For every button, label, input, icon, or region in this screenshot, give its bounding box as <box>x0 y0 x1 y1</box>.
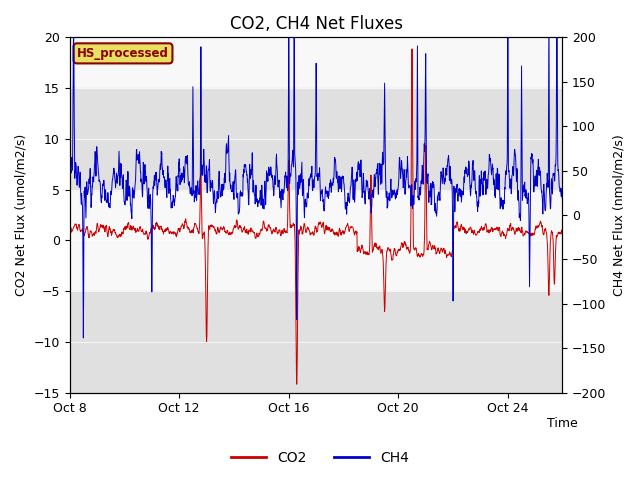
Y-axis label: CO2 Net Flux (umol/m2/s): CO2 Net Flux (umol/m2/s) <box>15 134 28 296</box>
Bar <box>70 88 563 190</box>
Text: HS_processed: HS_processed <box>77 47 169 60</box>
Y-axis label: CH4 Net Flux (nmol/m2/s): CH4 Net Flux (nmol/m2/s) <box>612 134 625 296</box>
Legend: CO2, CH4: CO2, CH4 <box>225 445 415 471</box>
Title: CO2, CH4 Net Fluxes: CO2, CH4 Net Fluxes <box>230 15 403 33</box>
X-axis label: Time: Time <box>547 418 578 431</box>
Bar <box>70 291 563 393</box>
